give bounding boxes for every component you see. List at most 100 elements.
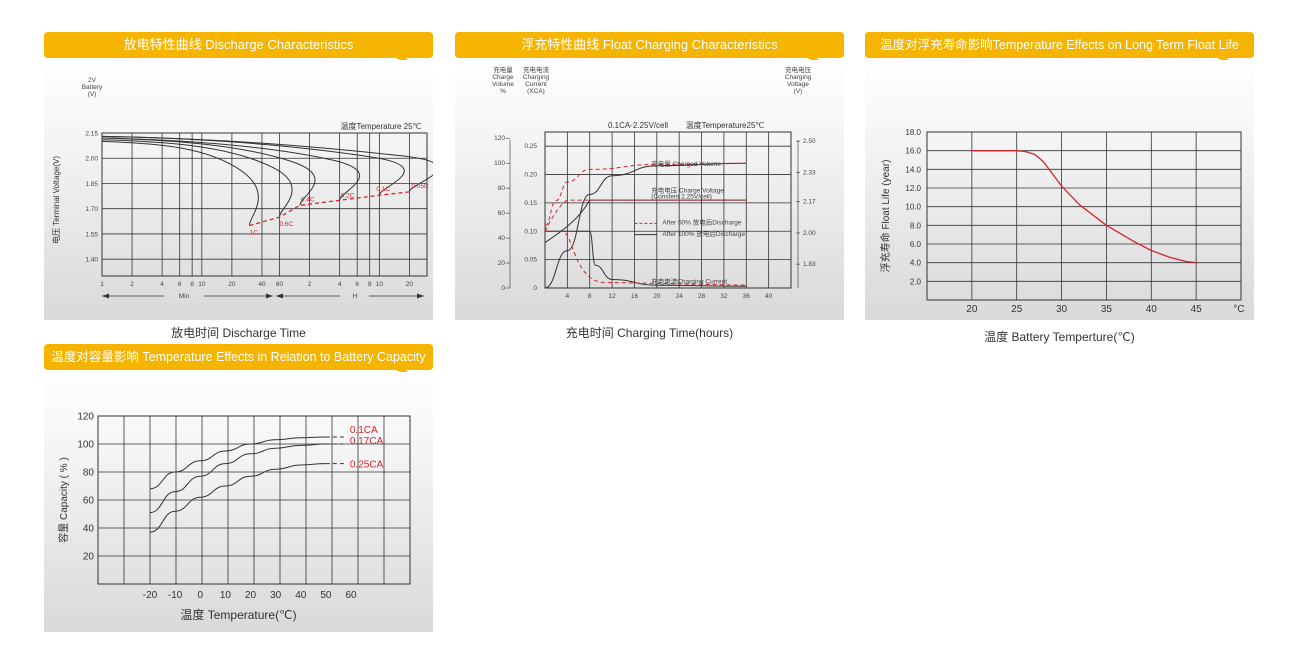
float-charging-current-50 <box>545 230 747 286</box>
discharge-header-title: 放电特性曲线 Discharge Characteristics <box>123 37 354 52</box>
float-charging-annotation: 温度Temperature25℃ <box>686 120 765 130</box>
float-charging-voltage-tick: 2.00 <box>803 230 816 237</box>
capacity-x-tick: 60 <box>345 590 357 601</box>
discharge-plot-frame <box>101 132 428 277</box>
discharge-curve <box>101 139 293 218</box>
float-charging-current-axis-title: (XCA) <box>527 88 545 95</box>
discharge-curves <box>101 135 433 227</box>
discharge-header: 放电特性曲线 Discharge Characteristics <box>44 32 433 68</box>
float-life-header: 温度对浮充寿命影响Temperature Effects on Long Ter… <box>865 32 1254 68</box>
float-charging-x-tick: 32 <box>720 293 728 300</box>
discharge-series-labels: 1C 0.6C 0.4C 0.2C 0.1C 0.05C <box>249 183 429 237</box>
float-charging-volume-tick: 80 <box>498 185 506 192</box>
capacity-curve <box>149 463 326 533</box>
discharge-grid <box>101 132 427 276</box>
float-life-x-tick: 45 <box>1191 304 1203 315</box>
float-charging-legend-100: After 100% 放电后Discharge <box>662 229 745 238</box>
float-charging-current-tick: 0 <box>533 285 537 292</box>
capacity-ylabel: 容量 Capacity ( % ) <box>57 457 70 543</box>
float-charging-ticks: 0.25 0.20 0.15 0.10 0.05 0 120 100 80 60 40 20 0 2.50… <box>494 135 816 300</box>
discharge-x-tick-label: 10 <box>198 281 206 288</box>
float-charging-card: 浮充特性曲线 Float Charging Characteristics 充电… <box>455 32 844 340</box>
float-charging-x-tick: 4 <box>566 293 570 300</box>
discharge-x-tick-label: 8 <box>190 281 194 288</box>
capacity-curve <box>149 436 326 490</box>
discharge-series-label: 0.05C <box>411 183 429 190</box>
float-charging-x-tick: 24 <box>676 293 684 300</box>
discharge-y-tick-label: 1.40 <box>85 257 98 264</box>
discharge-x-tick-label: 10 <box>376 281 384 288</box>
discharge-curve <box>101 135 405 196</box>
float-life-curve <box>971 150 1197 264</box>
discharge-ylabel-top-2: Battery <box>82 84 103 91</box>
discharge-y-tick-label: 2.15 <box>85 131 98 138</box>
discharge-curve <box>101 137 361 201</box>
discharge-curve <box>101 137 316 206</box>
float-charging-voltage-axis-title: 充电电压 <box>785 65 812 74</box>
discharge-x-ticks: 1 2 4 6 8 10 20 40 60 2 4 6 8 10 20 <box>100 281 413 288</box>
float-charging-x-tick: 28 <box>698 293 706 300</box>
discharge-curve <box>101 140 259 226</box>
float-charging-grid <box>545 132 791 288</box>
float-charging-volume-tick: 40 <box>498 235 506 242</box>
capacity-panel: -20 -10 0 10 20 30 40 50 60 120 100 80 60 40 20 0.1CA 0… <box>44 372 433 632</box>
discharge-x-tick-label: 60 <box>276 281 284 288</box>
float-charging-voltage-tick: 2.33 <box>803 169 816 176</box>
float-life-chart: 20 25 30 35 40 45 18.0 16.0 14.0 12.0 10.0 8.0 6.0 4.… <box>879 128 1245 315</box>
float-life-y-tick: 6.0 <box>910 240 922 249</box>
float-life-y-tick: 16.0 <box>905 147 921 156</box>
discharge-series-label: 0.2C <box>341 192 355 199</box>
discharge-x-tick-label: 4 <box>338 281 342 288</box>
capacity-y-tick: 80 <box>83 468 95 479</box>
float-charging-voltage-50 <box>544 199 747 232</box>
float-charging-volume-axis-title: Volume <box>492 81 514 88</box>
capacity-x-tick: -10 <box>168 590 183 601</box>
capacity-y-tick: 40 <box>83 524 95 535</box>
float-life-ticks: 20 25 30 35 40 45 18.0 16.0 14.0 12.0 10.0 8.0 6.0 4.… <box>905 128 1202 315</box>
discharge-series-label: 0.4C <box>301 196 315 203</box>
capacity-card: 温度对容量影响 Temperature Effects in Relation … <box>44 344 433 632</box>
discharge-x-tick-label: 20 <box>228 281 236 288</box>
capacity-xlabel: 温度 Temperature(℃) <box>180 608 297 622</box>
float-life-y-tick: 10.0 <box>905 203 921 212</box>
float-charging-panel: 充电量 Charge Volume% 充电电流 Charging Current (XCA)… <box>455 60 844 340</box>
discharge-x-tick-label: 8 <box>368 281 372 288</box>
float-charging-voltage-axis-title: Voltage <box>787 81 809 88</box>
capacity-plot-frame <box>97 415 411 585</box>
capacity-series-label: 0.17CA <box>350 436 384 447</box>
discharge-curve <box>101 135 433 193</box>
float-charging-voltage-100 <box>544 199 747 244</box>
float-life-plot-frame <box>926 131 1242 301</box>
capacity-y-tick: 60 <box>83 496 95 507</box>
float-life-y-tick: 2.0 <box>910 277 922 286</box>
discharge-ylabel: 电压 Terminal Voltage(V) <box>51 156 61 244</box>
discharge-series-label: 1C <box>249 230 258 237</box>
capacity-y-tick: 100 <box>77 440 94 451</box>
float-charging-volume-100 <box>544 162 747 289</box>
float-charging-curves <box>544 162 747 289</box>
discharge-ylabel-top-3: (V) <box>88 91 97 98</box>
float-life-y-tick: 18.0 <box>905 128 921 137</box>
float-life-x-tick: 20 <box>966 304 978 315</box>
capacity-series-label: 0.25CA <box>350 460 384 471</box>
float-charging-volume-tick: 120 <box>494 135 505 142</box>
float-charging-x-tick: 16 <box>631 293 639 300</box>
float-charging-current-axis-title: 充电电流 <box>523 65 550 74</box>
float-charging-voltage-tick: 1.83 <box>803 261 816 268</box>
float-charging-x-tick: 20 <box>653 293 661 300</box>
capacity-ticks: -20 -10 0 10 20 30 40 50 60 120 100 80 60 40 20 <box>77 412 357 602</box>
float-charging-label-voltage-sub: (Constent 2.25V/cell) <box>651 193 712 200</box>
discharge-y-tick-label: 1.70 <box>85 206 98 213</box>
float-life-y-tick: 8.0 <box>910 221 922 230</box>
discharge-annotation: 温度Temperature 25℃ <box>340 121 421 131</box>
float-life-y-tick: 12.0 <box>905 184 921 193</box>
float-charging-current-100 <box>545 230 747 287</box>
discharge-unit-h: H <box>353 293 358 300</box>
float-charging-volume-axis-title: 充电量 <box>493 65 513 74</box>
discharge-xlabel: 放电时间 Discharge Time <box>171 326 306 340</box>
float-charging-axis-titles: 充电量ChargeVolume%充电电流ChargingCurrent(XCA)… <box>492 65 811 95</box>
float-charging-plot-frame <box>544 131 792 289</box>
float-life-y-tick: 4.0 <box>910 259 922 268</box>
float-life-y-tick: 14.0 <box>905 165 921 174</box>
